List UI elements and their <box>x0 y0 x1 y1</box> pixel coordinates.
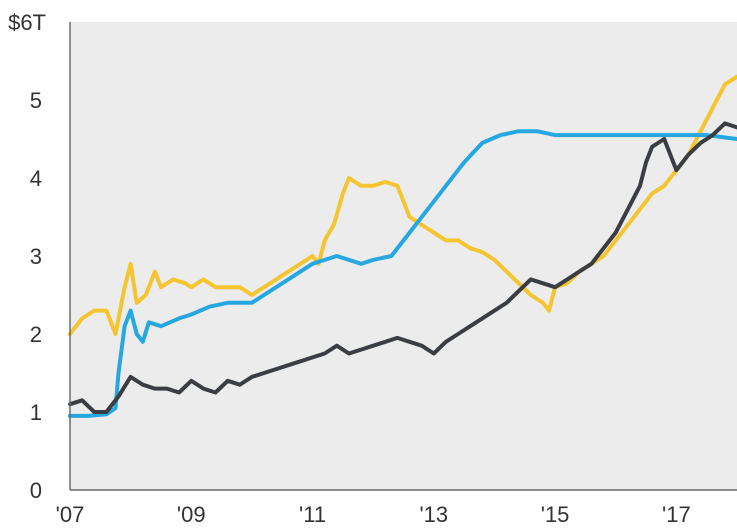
y-tick-label: 2 <box>30 322 42 347</box>
x-tick-labels: '07 '09 '11 '13 '15 '17 <box>56 502 691 527</box>
series-line-1 <box>68 74 737 336</box>
series-line-3 <box>68 121 737 414</box>
x-tick-label: '13 <box>419 502 448 527</box>
y-tick-label: 5 <box>30 88 42 113</box>
y-tick-labels: 0 1 2 3 4 5 $6T <box>8 10 46 503</box>
series-layer <box>68 74 737 418</box>
y-tick-label: 3 <box>30 244 42 269</box>
y-tick-label: 1 <box>30 400 42 425</box>
x-tick-label: '07 <box>56 502 85 527</box>
x-tick-label: '15 <box>541 502 570 527</box>
y-tick-label: 0 <box>30 478 42 503</box>
y-tick-label: 4 <box>30 166 42 191</box>
x-tick-label: '11 <box>299 502 326 527</box>
series-line-2 <box>68 129 737 418</box>
plot-area <box>70 22 737 490</box>
y-tick-label: $6T <box>8 10 46 35</box>
x-tick-label: '09 <box>177 502 206 527</box>
x-tick-label: '17 <box>662 502 691 527</box>
